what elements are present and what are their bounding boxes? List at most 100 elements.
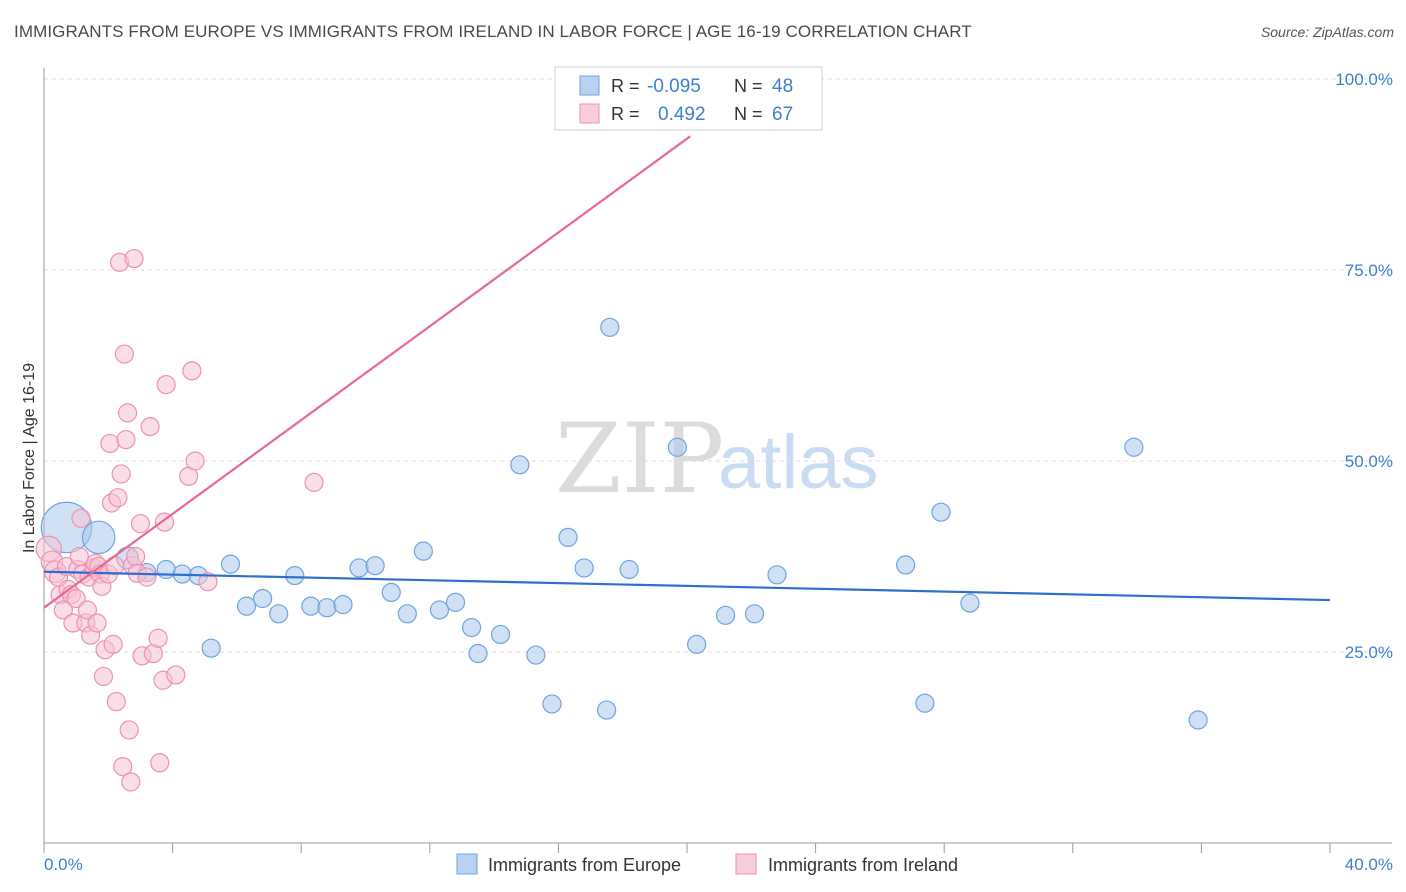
point-immigrants-from-ireland-55 [156,375,176,395]
point-immigrants-from-europe-24 [468,643,488,664]
legend-europe-r-label: R = [611,76,640,96]
point-immigrants-from-ireland-35 [111,464,131,484]
point-immigrants-from-ireland-58 [182,361,202,381]
bottom-legend-swatch-europe [456,853,478,875]
point-immigrants-from-europe-44 [1188,710,1208,730]
point-immigrants-from-europe-8 [220,554,241,574]
point-immigrants-from-europe-4 [156,559,176,580]
trendlines [43,135,1331,609]
legend-ireland-n-label: N = [734,104,763,124]
point-immigrants-from-europe-42 [960,593,980,613]
y-tick-labels: 25.0% 50.0% 75.0% 100.0% [1335,70,1393,662]
point-immigrants-from-europe-27 [526,645,546,665]
point-immigrants-from-europe-11 [269,604,289,624]
point-immigrants-from-europe-35 [687,634,707,654]
point-immigrants-from-europe-21 [429,600,450,620]
correlation-legend: R = -0.095 N = 48 R = 0.492 N = 67 [554,66,823,131]
point-immigrants-from-europe-17 [365,556,385,576]
point-immigrants-from-europe-23 [461,617,482,638]
point-immigrants-from-europe-13 [301,596,321,616]
point-immigrants-from-europe-22 [445,592,466,612]
y-tick-label-50: 50.0% [1345,452,1393,471]
point-immigrants-from-ireland-38 [116,430,136,450]
y-tick-label-100: 100.0% [1335,70,1393,89]
point-immigrants-from-ireland-52 [150,753,170,773]
point-immigrants-from-europe-36 [715,605,736,625]
point-immigrants-from-ireland-33 [108,488,128,508]
point-immigrants-from-europe-34 [667,437,687,457]
point-immigrants-from-europe-33 [619,559,639,580]
point-immigrants-from-europe-29 [558,527,578,548]
point-immigrants-from-europe-12 [285,565,305,586]
legend-ireland-n-value: 67 [772,104,793,125]
chart-title: IMMIGRANTS FROM EUROPE VS IMMIGRANTS FRO… [14,22,972,41]
y-tick-label-25: 25.0% [1345,643,1393,662]
point-immigrants-from-ireland-44 [126,546,146,567]
point-immigrants-from-europe-19 [397,604,417,624]
point-immigrants-from-europe-28 [542,694,562,714]
watermark-atlas: atlas [718,420,879,505]
point-immigrants-from-europe-20 [413,541,433,561]
y-tick-label-75: 75.0% [1345,261,1393,280]
x-ticks [43,843,1331,853]
point-immigrants-from-europe-37 [744,604,765,624]
point-immigrants-from-ireland-10 [66,588,86,609]
point-immigrants-from-europe-26 [510,455,530,475]
point-immigrants-from-ireland-28 [100,433,120,454]
point-immigrants-from-ireland-30 [103,634,123,654]
series-legend: Immigrants from Europe Immigrants from I… [456,853,958,875]
y-axis-title: In Labor Force | Age 16-19 [21,363,38,553]
point-immigrants-from-ireland-59 [185,451,205,471]
point-immigrants-from-ireland-49 [140,417,160,437]
watermark-zip: ZIP [555,403,724,515]
point-immigrants-from-ireland-5 [53,600,73,620]
legend-europe-n-label: N = [734,76,763,96]
bottom-legend-label-ireland: Immigrants from Ireland [768,855,958,875]
point-immigrants-from-ireland-48 [137,567,157,587]
x-tick-label-max: 40.0% [1345,855,1393,874]
points-immigrants-from-ireland [35,69,646,792]
trendline-immigrants-from-ireland [43,135,691,609]
point-immigrants-from-ireland-43 [124,248,144,269]
point-immigrants-from-ireland-40 [119,720,139,740]
point-immigrants-from-ireland-37 [114,344,134,364]
legend-europe-n-value: 48 [772,76,793,97]
point-immigrants-from-europe-39 [896,555,916,575]
point-immigrants-from-europe-38 [767,565,787,585]
point-immigrants-from-ireland-46 [130,514,151,534]
point-immigrants-from-ireland-32 [106,692,126,712]
point-immigrants-from-europe-40 [915,693,935,713]
legend-swatch-ireland [579,103,600,124]
point-immigrants-from-ireland-36 [113,756,133,777]
point-immigrants-from-ireland-61 [304,472,324,492]
point-immigrants-from-ireland-25 [93,666,114,687]
legend-ireland-r-label: R = [611,104,640,124]
bottom-legend-label-europe: Immigrants from Europe [488,855,681,875]
point-immigrants-from-europe-15 [333,595,353,615]
point-immigrants-from-ireland-21 [87,613,107,633]
source-label: Source: ZipAtlas.com [1260,24,1394,40]
bottom-legend-swatch-ireland [735,853,757,875]
point-immigrants-from-europe-32 [600,317,620,337]
point-immigrants-from-europe-14 [317,598,337,618]
point-immigrants-from-ireland-39 [117,403,138,423]
point-immigrants-from-ireland-51 [148,628,168,648]
gridlines [44,78,1392,653]
legend-europe-r-value: -0.095 [647,76,701,97]
trendline-immigrants-from-europe [43,570,1331,602]
point-immigrants-from-europe-43 [1124,437,1144,457]
point-immigrants-from-europe-9 [236,596,257,616]
point-immigrants-from-europe-10 [253,588,273,609]
legend-swatch-europe [579,75,600,96]
point-immigrants-from-europe-25 [490,624,511,645]
points-immigrants-from-europe [40,317,1208,730]
point-immigrants-from-ireland-16 [77,600,98,620]
point-immigrants-from-europe-41 [931,502,951,522]
point-immigrants-from-ireland-13 [71,508,91,528]
point-immigrants-from-ireland-12 [69,546,89,567]
legend-ireland-r-value: 0.492 [658,104,706,125]
point-immigrants-from-ireland-56 [166,665,186,685]
point-immigrants-from-europe-18 [381,582,401,603]
point-immigrants-from-europe-30 [574,558,594,578]
